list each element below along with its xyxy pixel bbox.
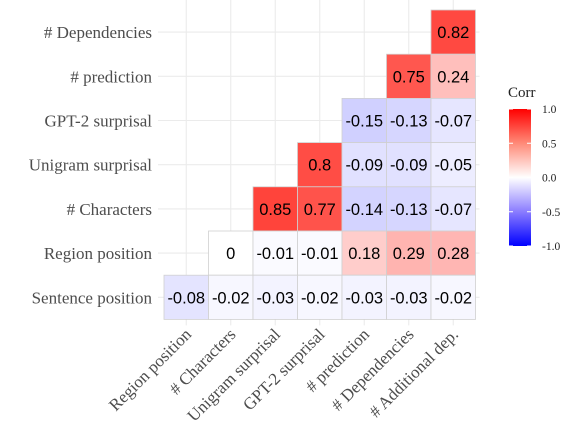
heatmap-cell	[386, 186, 432, 232]
heatmap-cell	[430, 142, 476, 188]
cell-value-label: -0.01	[301, 245, 339, 263]
cell-value-label: -0.02	[301, 289, 339, 307]
cell-value-label: -0.13	[390, 113, 428, 131]
heatmap-cell	[430, 186, 476, 232]
heatmap-cell	[430, 98, 476, 144]
heatmap-cell	[430, 9, 476, 55]
heatmap-cell	[252, 230, 298, 276]
y-tick-label: # Dependencies	[44, 23, 152, 42]
legend-tick-label: -0.5	[542, 207, 560, 219]
cell-value-label: -0.13	[390, 201, 428, 219]
heatmap-cell	[341, 230, 387, 276]
cell-value-label: 0	[226, 245, 235, 263]
color-legend: Corr 1.0 0.5 0.0 -0.5 -1.0	[508, 85, 560, 253]
heatmap-cells: 0.82 0.75 0.24 -0.15 -0.13 -0.07 0.8 -0.09 -0.09…	[163, 9, 476, 320]
cell-value-label: -0.08	[167, 289, 205, 307]
y-tick-label: # prediction	[70, 67, 152, 86]
heatmap-cell	[297, 230, 343, 276]
cell-value-label: 0.28	[437, 245, 469, 263]
cell-value-label: 0.82	[437, 24, 469, 42]
heatmap-cell	[386, 53, 432, 99]
cell-value-label: -0.01	[256, 245, 294, 263]
legend-tick-label: 1.0	[542, 104, 557, 116]
cell-value-label: 0.24	[437, 68, 469, 86]
cell-value-label: -0.09	[390, 157, 428, 175]
cell-value-label: -0.03	[390, 289, 428, 307]
legend-tick-label: 0.5	[542, 138, 557, 150]
heatmap-cell	[341, 186, 387, 232]
y-tick-label: # Characters	[67, 200, 152, 219]
y-tick-label: Region position	[44, 244, 153, 263]
legend-title: Corr	[508, 85, 536, 101]
legend-ticks: 1.0 0.5 0.0 -0.5 -1.0	[509, 104, 560, 253]
cell-value-label: -0.03	[256, 289, 294, 307]
cell-value-label: 0.29	[393, 245, 425, 263]
cell-value-label: 0.18	[348, 245, 380, 263]
y-tick-label: GPT-2 surprisal	[44, 112, 152, 131]
cell-value-label: 0.77	[304, 201, 336, 219]
cell-value-label: 0.85	[259, 201, 291, 219]
cell-value-label: -0.02	[434, 289, 472, 307]
heatmap-cell	[430, 53, 476, 99]
cell-value-label: -0.14	[345, 201, 383, 219]
cell-value-label: -0.02	[212, 289, 250, 307]
heatmap-cell	[208, 274, 254, 320]
heatmap-cell	[341, 98, 387, 144]
heatmap-cell	[252, 186, 298, 232]
heatmap-cell	[430, 274, 476, 320]
y-tick-label: Sentence position	[32, 288, 153, 307]
heatmap-cell	[163, 274, 209, 320]
y-tick-label: Unigram surprisal	[29, 156, 153, 175]
heatmap-cell	[386, 142, 432, 188]
heatmap-cell	[297, 142, 343, 188]
heatmap-cell	[208, 230, 254, 276]
cell-value-label: 0.75	[393, 68, 425, 86]
cell-value-label: -0.15	[345, 113, 383, 131]
heatmap-cell	[430, 230, 476, 276]
heatmap-cell	[252, 274, 298, 320]
legend-color-bar	[509, 109, 531, 246]
cell-value-label: -0.05	[434, 157, 472, 175]
heatmap-cell	[297, 186, 343, 232]
legend-tick-label: -1.0	[542, 241, 560, 253]
heatmap-cell	[386, 274, 432, 320]
cell-value-label: -0.07	[434, 113, 472, 131]
cell-value-label: -0.07	[434, 201, 472, 219]
heatmap-cell	[341, 142, 387, 188]
cell-value-label: -0.09	[345, 157, 383, 175]
cell-value-label: -0.03	[345, 289, 383, 307]
cell-value-label: 0.8	[308, 157, 331, 175]
y-axis-labels: # Dependencies # prediction GPT-2 surprisa…	[29, 23, 153, 307]
legend-tick-label: 0.0	[542, 173, 557, 185]
